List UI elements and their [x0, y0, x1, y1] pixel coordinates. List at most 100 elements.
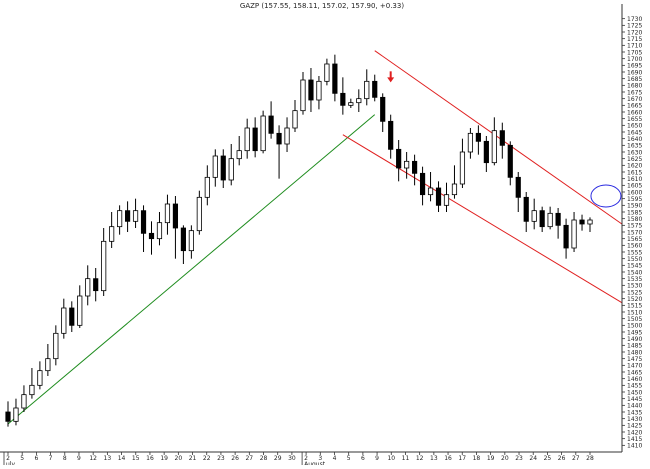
candle: [419, 166, 426, 206]
candle-body: [547, 212, 553, 228]
candle: [427, 172, 434, 202]
candle-body: [124, 210, 131, 222]
y-tick-label: 1605: [627, 183, 642, 190]
x-tick-label: 5: [20, 455, 24, 462]
y-tick-label: 1535: [627, 276, 642, 283]
candle: [196, 190, 202, 235]
y-tick-label: 1430: [627, 416, 642, 423]
y-tick-label: 1440: [627, 403, 642, 410]
y-tick-label: 1570: [627, 229, 642, 236]
candle: [372, 74, 378, 102]
candle-body: [212, 155, 218, 178]
support-trendline: [7, 114, 376, 425]
candle-body: [451, 183, 458, 196]
candle-body: [308, 79, 314, 101]
candle-body: [507, 144, 513, 178]
y-tick-label: 1515: [627, 303, 642, 310]
candle-body: [164, 203, 171, 224]
candle: [324, 58, 330, 86]
candle: [435, 181, 442, 212]
candle: [483, 136, 489, 172]
candle: [13, 398, 19, 426]
y-tick-label: 1610: [627, 176, 642, 183]
y-tick-label: 1455: [627, 383, 642, 390]
candle: [109, 212, 115, 248]
y-tick-label: 1555: [627, 249, 642, 256]
x-tick-label: 2: [304, 455, 308, 462]
candle: [228, 144, 234, 186]
x-tick-label: 17: [458, 455, 466, 462]
candle-body: [579, 219, 585, 225]
candle-body: [93, 278, 99, 292]
candle-body: [29, 384, 35, 396]
candle: [451, 165, 458, 199]
y-tick-label: 1730: [627, 16, 642, 23]
x-tick-label: 26: [558, 455, 566, 462]
candle-body: [571, 219, 577, 249]
y-tick-label: 1680: [627, 83, 642, 90]
candle-body: [491, 130, 497, 164]
y-tick-label: 1645: [627, 129, 642, 136]
y-tick-label: 1650: [627, 123, 642, 130]
candle-body: [252, 127, 258, 152]
candle: [188, 225, 194, 259]
x-tick-label: 24: [529, 455, 537, 462]
channel-line-1: [374, 50, 623, 225]
candle-body: [404, 160, 410, 169]
x-tick-label: 8: [63, 455, 67, 462]
candle-body: [117, 210, 123, 228]
candle: [164, 194, 171, 235]
candle-body: [435, 187, 442, 206]
x-tick-label: 7: [49, 455, 53, 462]
candle: [443, 182, 450, 212]
y-tick-label: 1425: [627, 423, 642, 430]
y-tick-label: 1600: [627, 189, 642, 196]
candle: [531, 198, 537, 230]
candle: [29, 368, 35, 399]
candle-body: [5, 411, 11, 422]
candle-body: [109, 226, 115, 242]
candle: [61, 298, 67, 339]
y-tick-label: 1640: [627, 136, 642, 143]
x-tick-label: 29: [274, 455, 282, 462]
candle-body: [499, 130, 505, 146]
candle: [380, 93, 386, 132]
candle: [292, 100, 298, 132]
candle: [236, 136, 242, 166]
candle: [412, 154, 418, 186]
x-tick-label: 9: [77, 455, 81, 462]
x-tick-label: 13: [430, 455, 438, 462]
candle-body: [332, 63, 338, 94]
y-tick-label: 1470: [627, 363, 642, 370]
y-tick-label: 1550: [627, 256, 642, 263]
candle: [260, 110, 266, 154]
y-tick-label: 1690: [627, 69, 642, 76]
y-tick-label: 1590: [627, 203, 642, 210]
candle-body: [419, 172, 426, 196]
y-tick-label: 1525: [627, 289, 642, 296]
x-tick-label: 12: [89, 455, 97, 462]
y-tick-label: 1700: [627, 56, 642, 63]
candle: [220, 149, 226, 188]
candle-body: [244, 127, 250, 152]
candle: [85, 265, 91, 306]
candle: [69, 301, 75, 332]
y-tick-label: 1705: [627, 49, 642, 56]
candle-body: [523, 196, 529, 222]
candle-body: [21, 394, 27, 409]
x-tick-label: 21: [189, 455, 197, 462]
candle-body: [300, 79, 306, 112]
candle: [268, 101, 274, 139]
y-tick-label: 1635: [627, 143, 642, 150]
candle-body: [356, 98, 362, 104]
y-tick-label: 1545: [627, 263, 642, 270]
candle-body: [13, 407, 19, 422]
y-tick-label: 1565: [627, 236, 642, 243]
candle: [396, 140, 402, 182]
candle-body: [483, 140, 489, 164]
candle-body: [443, 194, 450, 206]
x-tick-label: 10: [387, 455, 395, 462]
x-tick-label: 6: [361, 455, 365, 462]
x-tick-label: 26: [231, 455, 239, 462]
